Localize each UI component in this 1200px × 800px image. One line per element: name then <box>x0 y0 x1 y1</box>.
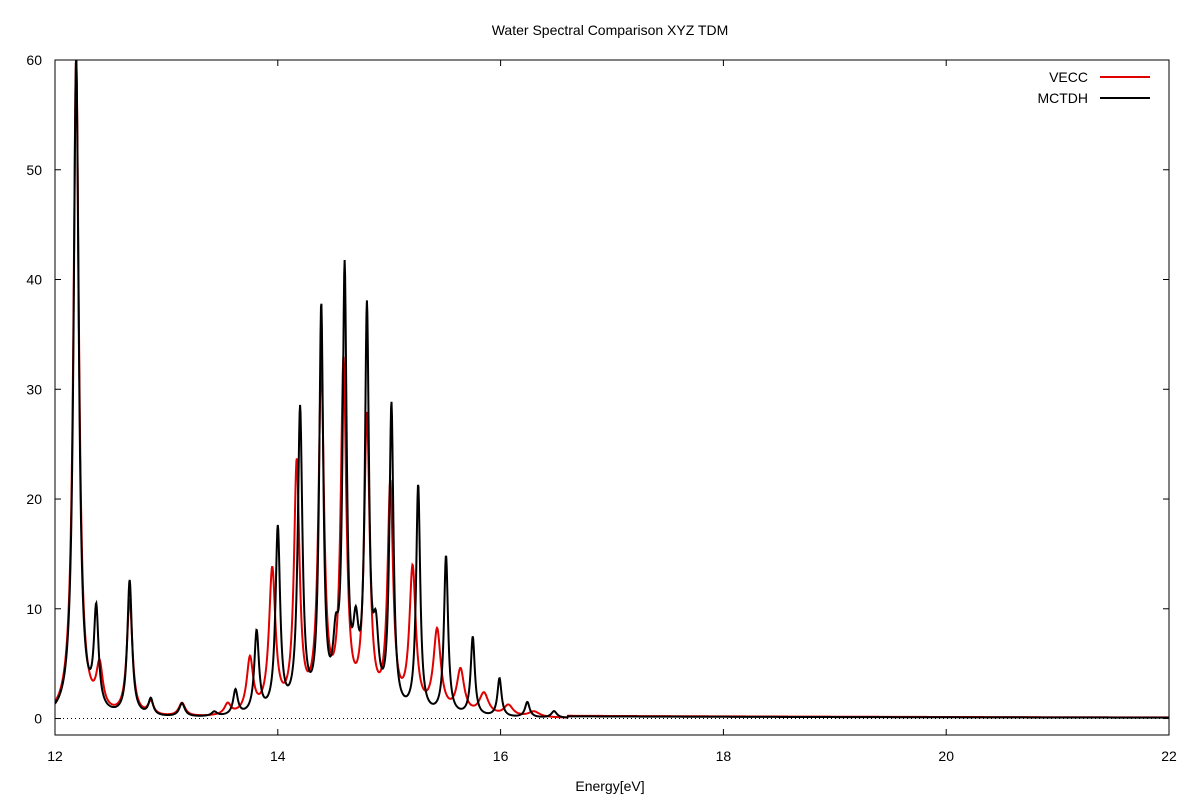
x-tick-label: 18 <box>716 748 732 764</box>
legend: VECC MCTDH <box>1037 69 1150 106</box>
y-tick-label: 40 <box>26 272 42 288</box>
x-axis-label: Energy[eV] <box>575 778 644 794</box>
y-tick-label: 60 <box>26 52 42 68</box>
series-line-mctdh <box>55 60 1169 719</box>
x-axis-ticks: 12 14 16 18 20 22 <box>47 60 1177 764</box>
x-tick-label: 14 <box>270 748 286 764</box>
legend-label-mctdh: MCTDH <box>1037 90 1088 106</box>
x-tick-label: 22 <box>1161 748 1177 764</box>
series-layer <box>55 60 1169 719</box>
legend-label-vecc: VECC <box>1049 69 1088 85</box>
y-tick-label: 30 <box>26 381 42 397</box>
y-axis-ticks: 0 10 20 30 40 50 60 <box>26 52 1169 727</box>
x-tick-label: 12 <box>47 748 63 764</box>
y-tick-label: 0 <box>34 711 42 727</box>
series-line-vecc <box>55 60 1169 719</box>
y-tick-label: 10 <box>26 601 42 617</box>
y-tick-label: 50 <box>26 162 42 178</box>
chart-title: Water Spectral Comparison XYZ TDM <box>492 22 729 38</box>
y-tick-label: 20 <box>26 491 42 507</box>
plot-frame <box>54 59 1170 736</box>
x-tick-label: 20 <box>938 748 954 764</box>
x-tick-label: 16 <box>493 748 509 764</box>
